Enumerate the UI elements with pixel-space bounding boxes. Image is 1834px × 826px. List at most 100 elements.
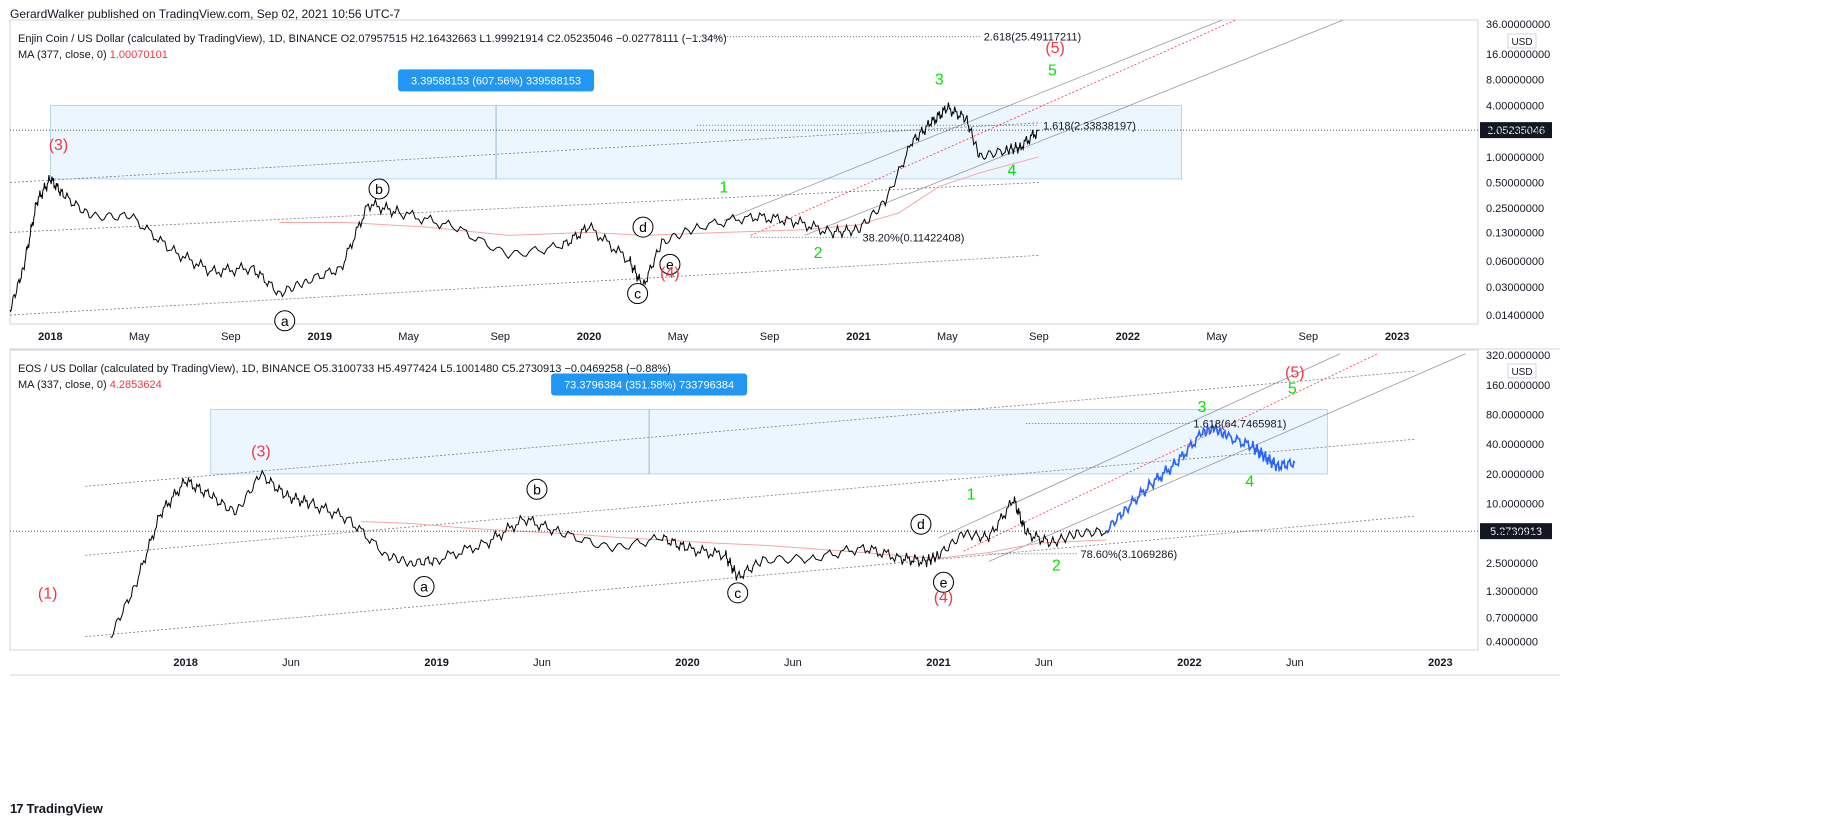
wave-label: (5) xyxy=(1285,364,1305,381)
wave-label-circle xyxy=(632,216,654,238)
price-tick-label: 0.50000000 xyxy=(1486,177,1544,189)
wave-label-circle xyxy=(413,576,435,598)
channel-line xyxy=(723,19,1223,221)
price-tick-label: 4.00000000 xyxy=(1486,100,1544,112)
tradingview-logo-icon: 17 xyxy=(10,801,24,816)
symbol-info: Enjin Coin / US Dollar (calculated by Tr… xyxy=(18,33,727,45)
fib-level-label: 1.618(64.7465981) xyxy=(1193,419,1286,431)
wave-label-circle xyxy=(526,478,548,500)
fib-level-label: 2.618(25.49117211) xyxy=(984,32,1081,44)
price-series xyxy=(110,469,1107,638)
price-tick-label: 0.06000000 xyxy=(1486,256,1544,268)
time-tick-label: Jun xyxy=(1286,657,1304,669)
price-tick-label: 8.00000000 xyxy=(1486,75,1544,87)
time-tick-label: 2019 xyxy=(424,657,448,669)
wave-label: 5 xyxy=(1048,62,1057,79)
ma-label: MA (337, close, 0) 4.2853624 xyxy=(18,379,162,391)
channel-midline xyxy=(750,19,1236,236)
last-price-value: 2.05235046 xyxy=(1487,125,1545,137)
wave-label: (4) xyxy=(934,589,954,606)
projection-series xyxy=(1105,421,1296,534)
moving-average-line xyxy=(361,521,1107,559)
time-tick-label: Sep xyxy=(221,331,241,343)
wave-label: 1 xyxy=(719,180,728,197)
currency-tag xyxy=(1507,363,1537,379)
fib-level-label: 78.60%(3.1069286) xyxy=(1080,549,1177,561)
time-tick-label: Jun xyxy=(533,657,551,669)
time-tick-label: May xyxy=(668,331,689,343)
measure-box xyxy=(210,409,1328,475)
time-tick-label: Sep xyxy=(490,331,510,343)
time-tick-label: 2018 xyxy=(173,657,197,669)
channel-line xyxy=(85,515,1416,638)
wave-label: 5 xyxy=(1288,381,1297,398)
currency-label: USD xyxy=(1511,37,1532,48)
price-tick-label: 40.0000000 xyxy=(1486,439,1544,451)
footer-brand: TradingView xyxy=(26,801,103,816)
time-tick-label: Jun xyxy=(784,657,802,669)
moving-average-line xyxy=(279,156,1040,236)
time-tick-label: 2020 xyxy=(577,331,601,343)
wave-label: e xyxy=(666,256,674,272)
time-tick-label: 2022 xyxy=(1177,657,1201,669)
price-tick-label: 0.7000000 xyxy=(1486,613,1538,625)
wave-label: b xyxy=(375,181,383,197)
ma-value: 4.2853624 xyxy=(110,379,162,391)
wave-label: 3 xyxy=(1198,399,1207,416)
wave-label: b xyxy=(533,481,541,497)
wave-label: (3) xyxy=(49,137,69,154)
price-tick-label: 1.00000000 xyxy=(1486,152,1544,164)
time-tick-label: Sep xyxy=(1299,331,1319,343)
channel-line xyxy=(988,353,1466,562)
price-tick-label: 0.13000000 xyxy=(1486,227,1544,239)
wave-label: 4 xyxy=(1008,163,1017,180)
wave-label: a xyxy=(420,579,428,595)
wave-label: a xyxy=(281,313,289,329)
price-tick-label: 20.0000000 xyxy=(1486,469,1544,481)
wave-label-circle xyxy=(727,582,749,604)
price-series xyxy=(9,102,1039,313)
price-tick-label: 0.25000000 xyxy=(1486,203,1544,215)
price-tick-label: 0.4000000 xyxy=(1486,637,1538,649)
time-tick-label: 2020 xyxy=(675,657,699,669)
time-tick-label: Sep xyxy=(1029,331,1049,343)
price-tick-label: 5.0000000 xyxy=(1486,528,1538,540)
price-tick-label: 2.5000000 xyxy=(1486,558,1538,570)
price-tick-label: 0.03000000 xyxy=(1486,282,1544,294)
time-tick-label: 2019 xyxy=(308,331,332,343)
tradingview-footer[interactable]: 17 TradingView xyxy=(10,801,103,816)
last-price-tag xyxy=(1480,122,1552,139)
channel-midline xyxy=(963,353,1378,552)
price-tick-label: 80.0000000 xyxy=(1486,410,1544,422)
wave-label: 2 xyxy=(814,245,823,262)
wave-label: 3 xyxy=(935,72,944,89)
wave-label: d xyxy=(917,516,925,532)
wave-label: 4 xyxy=(1245,473,1254,490)
wave-label: 2 xyxy=(1052,558,1061,575)
time-tick-label: 2021 xyxy=(926,657,950,669)
wave-label-circle xyxy=(932,571,954,593)
time-tick-label: 2018 xyxy=(38,331,62,343)
price-tick-label: 10.0000000 xyxy=(1486,499,1544,511)
currency-label: USD xyxy=(1511,367,1532,378)
wave-label: e xyxy=(940,574,948,590)
measure-label-bg xyxy=(398,69,595,92)
price-tick-label: 0.01400000 xyxy=(1486,310,1544,322)
last-price-tag xyxy=(1480,523,1552,540)
time-tick-label: May xyxy=(129,331,150,343)
price-tick-label: 2.00000000 xyxy=(1486,126,1544,138)
wave-label: (5) xyxy=(1045,40,1065,57)
symbol-info: EOS / US Dollar (calculated by TradingVi… xyxy=(18,363,671,375)
measure-label-bg xyxy=(551,373,748,396)
time-tick-label: May xyxy=(1206,331,1227,343)
price-tick-label: 1.3000000 xyxy=(1486,586,1538,598)
publisher-header: GerardWalker published on TradingView.co… xyxy=(10,7,401,21)
channel-line xyxy=(85,370,1416,487)
wave-label-circle xyxy=(910,513,932,535)
wave-label: c xyxy=(634,286,641,302)
time-tick-label: Jun xyxy=(1035,657,1053,669)
time-tick-label: 2023 xyxy=(1428,657,1452,669)
fib-level-label: 1.618(2.33838197) xyxy=(1043,120,1136,132)
ma-value: 1.00070101 xyxy=(110,49,168,61)
